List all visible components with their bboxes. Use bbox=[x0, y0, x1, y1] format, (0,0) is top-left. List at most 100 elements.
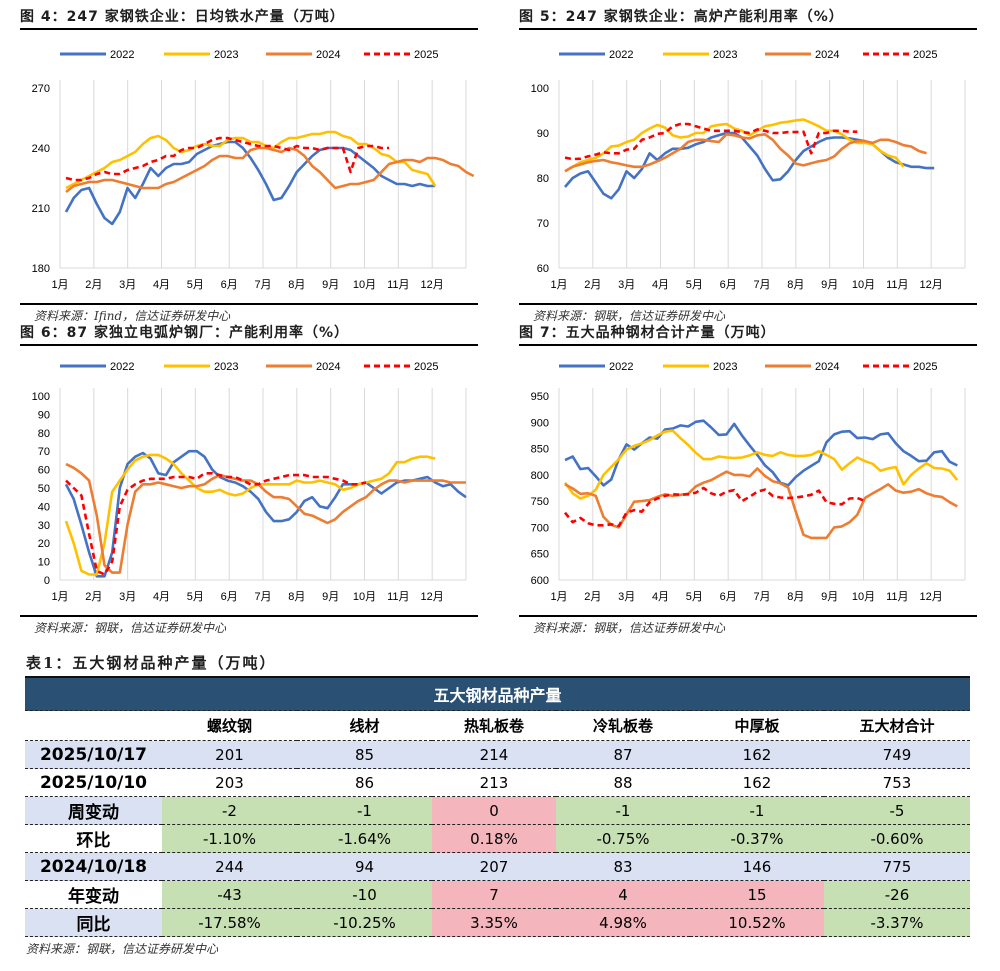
column-header: 五大材合计 bbox=[824, 710, 970, 741]
legend-item-2023: 2023 bbox=[663, 49, 737, 61]
table-cell: -3.37% bbox=[824, 908, 970, 937]
y-tick-label: 20 bbox=[38, 538, 50, 550]
figure-6-rule bbox=[20, 344, 478, 346]
table-cell: -1 bbox=[690, 796, 824, 825]
x-tick-label: 4月 bbox=[153, 591, 170, 603]
x-tick-label: 8月 bbox=[288, 591, 305, 603]
table-cell: -1.64% bbox=[297, 824, 432, 853]
legend-item-2022: 2022 bbox=[60, 361, 134, 373]
figure-7-panel: 图 7：五大品种钢材合计产量（万吨） 2022 2023 2024 2025 600 65… bbox=[507, 322, 977, 636]
x-tick-label: 9月 bbox=[821, 591, 838, 603]
table-cell: -1.10% bbox=[162, 824, 297, 853]
x-tick-label: 5月 bbox=[686, 591, 703, 603]
y-tick-label: 270 bbox=[32, 83, 50, 95]
y-tick-label: 180 bbox=[32, 263, 50, 275]
y-tick-label: 0 bbox=[44, 575, 50, 587]
x-tick-label: 1月 bbox=[550, 279, 567, 291]
x-tick-label: 6月 bbox=[221, 279, 238, 291]
legend-item-2024: 2024 bbox=[765, 49, 839, 61]
x-tick-label: 10月 bbox=[852, 591, 875, 603]
y-tick-label: 750 bbox=[531, 496, 549, 508]
table-cell: 88 bbox=[556, 768, 690, 797]
table-cell: -1 bbox=[297, 796, 432, 825]
x-tick-label: 7月 bbox=[753, 279, 770, 291]
x-tick-label: 9月 bbox=[821, 279, 838, 291]
table-cell: 3.35% bbox=[432, 908, 556, 937]
x-tick-label: 3月 bbox=[119, 591, 136, 603]
table-cell: -0.60% bbox=[824, 824, 970, 853]
series-line-2024 bbox=[65, 462, 466, 574]
table-cell: -5 bbox=[824, 796, 970, 825]
figure-5-title: 图 5：247 家钢铁企业：高炉产能利用率（%） bbox=[519, 9, 844, 25]
table-cell: 749 bbox=[824, 740, 970, 769]
table-cell: -1 bbox=[556, 796, 690, 825]
table-cell: 10.52% bbox=[690, 908, 824, 937]
y-tick-label: 950 bbox=[531, 391, 549, 403]
column-header: 热轧板卷 bbox=[432, 710, 556, 741]
legend-label: 2024 bbox=[815, 361, 839, 373]
series-line-2025 bbox=[65, 136, 390, 182]
legend-label: 2024 bbox=[316, 361, 340, 373]
x-tick-label: 12月 bbox=[421, 279, 444, 291]
y-tick-label: 50 bbox=[38, 483, 50, 495]
table-cell: 775 bbox=[824, 852, 970, 881]
x-tick-label: 9月 bbox=[322, 279, 339, 291]
legend-item-2024: 2024 bbox=[765, 361, 839, 373]
legend-label: 2023 bbox=[214, 361, 238, 373]
table-cell: 4 bbox=[556, 880, 690, 909]
row-label: 2025/10/17 bbox=[25, 740, 162, 769]
legend-item-2022: 2022 bbox=[60, 49, 134, 61]
table-row: 2025/10/10 203 86 213 88 162 753 bbox=[25, 768, 970, 797]
x-tick-label: 2月 bbox=[584, 279, 601, 291]
legend-item-2025: 2025 bbox=[863, 49, 937, 61]
x-tick-label: 12月 bbox=[920, 591, 943, 603]
table-cell: -17.58% bbox=[162, 908, 297, 937]
table-cell: 94 bbox=[297, 852, 432, 881]
legend-item-2022: 2022 bbox=[559, 361, 633, 373]
y-tick-label: 100 bbox=[32, 391, 50, 403]
figure-6-chart: 2022 2023 2024 2025 0 10 20 30 40 50 60 70 80 90 100 1月… bbox=[32, 361, 467, 603]
figure-5-source: 资料来源：钢联，信达证券研发中心 bbox=[533, 309, 726, 323]
legend-item-2025: 2025 bbox=[364, 49, 438, 61]
figure-7-rule bbox=[519, 344, 977, 346]
table-cell: 213 bbox=[432, 768, 556, 797]
table-row: 2024/10/18 244 94 207 83 146 775 bbox=[25, 852, 970, 881]
x-tick-label: 2月 bbox=[85, 591, 102, 603]
legend-label: 2023 bbox=[713, 49, 737, 61]
series-line-2025 bbox=[65, 472, 367, 576]
series-line-2023 bbox=[65, 130, 437, 190]
legend-item-2023: 2023 bbox=[663, 361, 737, 373]
x-tick-label: 4月 bbox=[652, 591, 669, 603]
row-label: 同比 bbox=[25, 908, 162, 937]
table-cell: 753 bbox=[824, 768, 970, 797]
table-row: 年变动 -43 -10 7 4 15 -26 bbox=[25, 880, 970, 909]
table-cell: 214 bbox=[432, 740, 556, 769]
x-tick-label: 12月 bbox=[421, 591, 444, 603]
series-line-2024 bbox=[564, 467, 958, 540]
steel-output-table: 五大钢材品种产量 螺纹钢 线材 热轧板卷 冷轧板卷 中厚板 五大材合计 2025/10/1… bbox=[25, 676, 970, 937]
y-tick-label: 650 bbox=[531, 549, 549, 561]
x-tick-label: 10月 bbox=[353, 591, 376, 603]
x-tick-label: 5月 bbox=[187, 279, 204, 291]
x-tick-label: 3月 bbox=[618, 591, 635, 603]
y-tick-label: 900 bbox=[531, 417, 549, 429]
table-cell: 146 bbox=[690, 852, 824, 881]
table-cell: 86 bbox=[297, 768, 432, 797]
column-header: 冷轧板卷 bbox=[556, 710, 690, 741]
x-tick-label: 6月 bbox=[720, 279, 737, 291]
figure-5-chart: 2022 2023 2024 2025 60 70 80 90 100 1月 2月 3月 4月 5月 6月 7… bbox=[531, 49, 966, 291]
x-tick-label: 7月 bbox=[753, 591, 770, 603]
y-tick-label: 60 bbox=[537, 263, 549, 275]
x-tick-label: 10月 bbox=[353, 279, 376, 291]
table-cell: -10.25% bbox=[297, 908, 432, 937]
figure-5-panel: 图 5：247 家钢铁企业：高炉产能利用率（%） 2022 2023 2024 202… bbox=[507, 6, 977, 324]
figure-5-rule bbox=[519, 28, 977, 30]
figure-7-source: 资料来源：钢联，信达证券研发中心 bbox=[533, 621, 726, 635]
x-tick-label: 3月 bbox=[618, 279, 635, 291]
figure-7-chart: 2022 2023 2024 2025 600 650 700 750 800 850 900 950… bbox=[531, 361, 966, 603]
y-tick-label: 30 bbox=[38, 520, 50, 532]
table-body: 2025/10/17 201 85 214 87 162 749 2025/10/10 203 8… bbox=[25, 740, 970, 937]
y-tick-label: 90 bbox=[38, 409, 50, 421]
x-tick-label: 11月 bbox=[886, 279, 908, 291]
figure-6-bottom-rule bbox=[20, 615, 478, 617]
